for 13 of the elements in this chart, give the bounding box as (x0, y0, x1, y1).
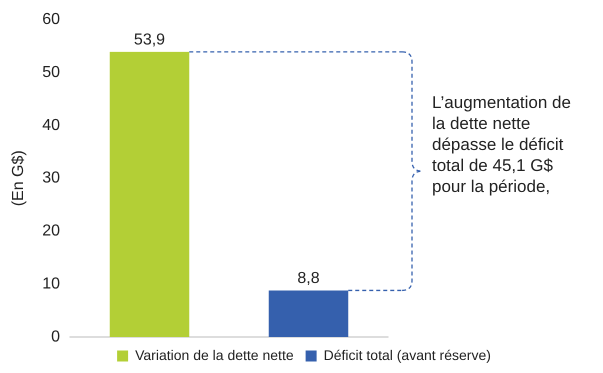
legend-label: Variation de la dette nette (135, 346, 294, 363)
data-label: 53,9 (134, 31, 166, 48)
y-tick-label: 10 (42, 276, 60, 293)
text: L’augmentation de la dette nette dépasse le déficit total de 45,1 G$ pour la période, (432, 92, 572, 197)
y-tick-label: 20 (42, 222, 60, 240)
y-tick-label: 60 (42, 11, 60, 28)
y-tick-label: 50 (42, 64, 60, 81)
data-label: 8,8 (297, 270, 320, 287)
y-tick-label: 40 (42, 116, 60, 134)
y-tick-label: 0 (51, 328, 60, 346)
legend-label: Déficit total (avant réserve) (324, 346, 491, 363)
y-axis-title: (En G$) (10, 150, 28, 206)
y-tick-label: 30 (42, 170, 60, 187)
